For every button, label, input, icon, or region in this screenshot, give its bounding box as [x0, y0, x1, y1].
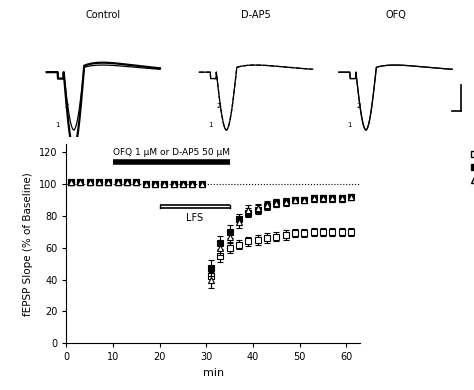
Text: D-AP5: D-AP5	[241, 10, 271, 20]
Text: 1: 1	[55, 122, 60, 128]
Text: OFQ 1 μM or D-AP5 50 μM: OFQ 1 μM or D-AP5 50 μM	[113, 148, 230, 157]
Y-axis label: fEPSP Slope (% of Baseline): fEPSP Slope (% of Baseline)	[23, 172, 33, 316]
Text: 1: 1	[208, 122, 212, 128]
Text: 2: 2	[356, 103, 361, 109]
Text: LFS: LFS	[186, 213, 203, 223]
Text: 2: 2	[64, 103, 68, 109]
Text: 1: 1	[347, 122, 352, 128]
X-axis label: min: min	[203, 368, 224, 378]
Text: Control: Control	[86, 10, 121, 20]
Legend: Control, OFQ, D-AP5: Control, OFQ, D-AP5	[461, 145, 474, 189]
Text: OFQ: OFQ	[385, 10, 406, 20]
Text: 2: 2	[217, 103, 221, 109]
